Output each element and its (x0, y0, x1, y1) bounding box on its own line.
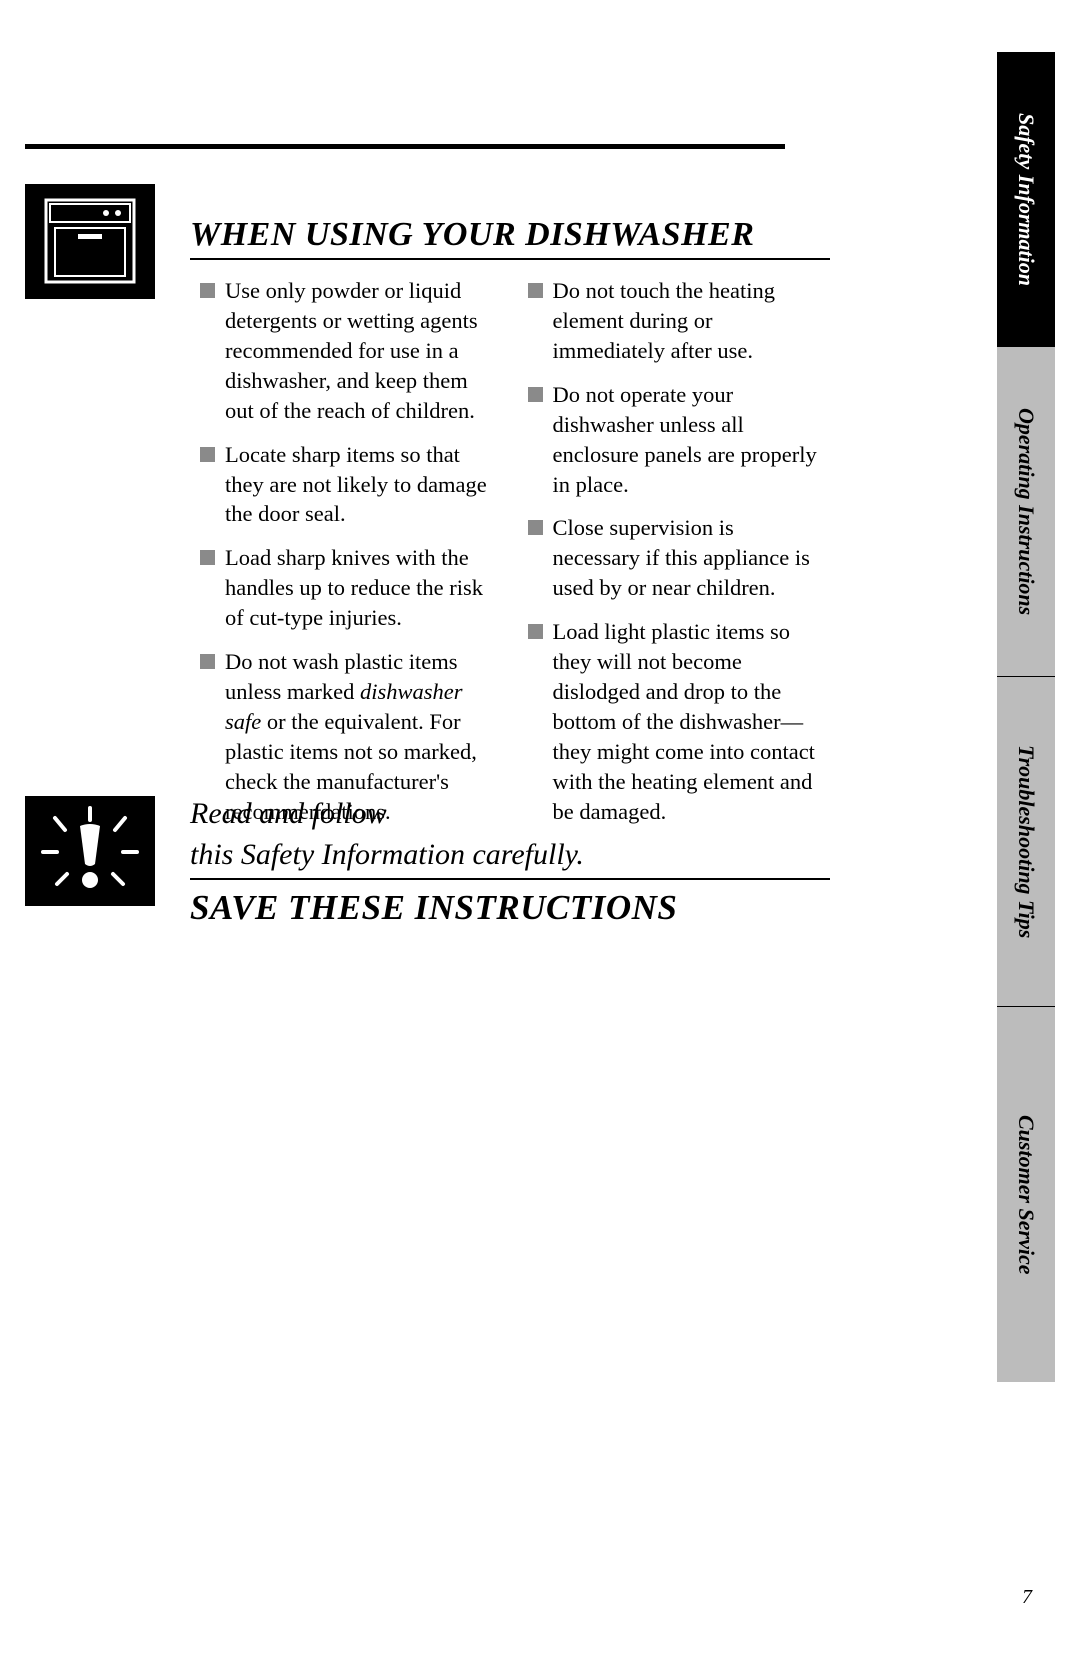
bullet-square-icon (528, 624, 543, 639)
section-title-rule (190, 258, 830, 260)
left-column: Use only powder or liquid detergents or … (200, 276, 498, 841)
bullet-text: Use only powder or liquid detergents or … (225, 276, 498, 426)
bullet-square-icon (200, 447, 215, 462)
bullet-item: Do not touch the heating element during … (528, 276, 826, 366)
bullet-square-icon (528, 520, 543, 535)
tab-label: Safety Information (1013, 113, 1039, 286)
bullet-text: Do not operate your dishwasher unless al… (553, 380, 826, 500)
bullet-text: Close supervision is necessary if this a… (553, 513, 826, 603)
bullet-text: Do not touch the heating element during … (553, 276, 826, 366)
top-rule (25, 144, 785, 149)
tab-safety-information[interactable]: Safety Information (997, 52, 1055, 347)
tab-label: Customer Service (1013, 1115, 1039, 1275)
subheading: Read and follow this Safety Information … (190, 794, 584, 875)
right-column: Do not touch the heating element during … (528, 276, 826, 841)
tab-label: Troubleshooting Tips (1013, 745, 1039, 938)
bullet-item: Close supervision is necessary if this a… (528, 513, 826, 603)
section-title: WHEN USING YOUR DISHWASHER (190, 216, 754, 254)
bullet-square-icon (528, 387, 543, 402)
bullet-item: Use only powder or liquid detergents or … (200, 276, 498, 426)
bullet-square-icon (528, 283, 543, 298)
bullet-text: Load sharp knives with the handles up to… (225, 543, 498, 633)
tab-operating-instructions[interactable]: Operating Instructions (997, 347, 1055, 677)
bullet-text: Load light plastic items so they will no… (553, 617, 826, 826)
tab-troubleshooting-tips[interactable]: Troubleshooting Tips (997, 677, 1055, 1007)
bullet-square-icon (200, 283, 215, 298)
subhead-rule (190, 878, 830, 880)
subhead-line-1: Read and follow (190, 794, 584, 835)
bullet-item: Do not operate your dishwasher unless al… (528, 380, 826, 500)
side-tab-strip: Safety Information Operating Instruction… (997, 52, 1055, 1382)
save-instructions-heading: SAVE THESE INSTRUCTIONS (190, 888, 677, 928)
bullet-square-icon (200, 550, 215, 565)
bullet-text: Locate sharp items so that they are not … (225, 440, 498, 530)
tab-customer-service[interactable]: Customer Service (997, 1007, 1055, 1382)
page-number: 7 (1022, 1586, 1032, 1609)
exclamation-icon (25, 796, 155, 906)
tab-label: Operating Instructions (1013, 408, 1039, 615)
bullet-item: Load sharp knives with the handles up to… (200, 543, 498, 633)
bullet-square-icon (200, 654, 215, 669)
subhead-line-2: this Safety Information carefully. (190, 835, 584, 876)
bullet-item: Locate sharp items so that they are not … (200, 440, 498, 530)
bullet-columns: Use only powder or liquid detergents or … (200, 276, 825, 841)
dishwasher-icon (25, 184, 155, 299)
manual-page: Safety Information Operating Instruction… (0, 0, 1080, 1669)
